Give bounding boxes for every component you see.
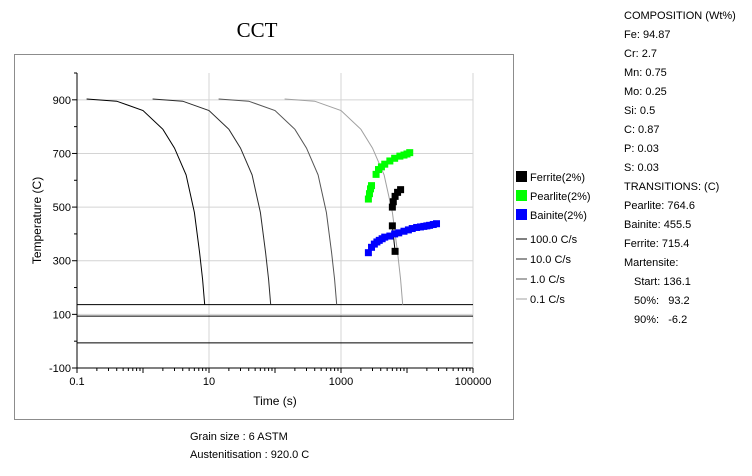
data-point xyxy=(386,232,394,240)
transition-item: Pearlite: 764.6 xyxy=(624,200,695,212)
y-tick-label: 100 xyxy=(53,309,71,321)
data-point xyxy=(396,152,404,160)
data-point xyxy=(364,195,372,203)
legend-swatch xyxy=(516,209,527,220)
data-point xyxy=(372,170,380,178)
x-axis-label: Time (s) xyxy=(253,394,297,408)
composition-heading: COMPOSITION (Wt%) xyxy=(624,10,736,22)
y-tick-label: 700 xyxy=(53,148,71,160)
data-point xyxy=(386,157,394,165)
data-point xyxy=(381,160,389,168)
data-point xyxy=(397,186,405,194)
data-point xyxy=(395,229,403,237)
cooling-curve xyxy=(152,98,272,305)
data-point xyxy=(426,221,434,229)
data-point xyxy=(406,149,414,157)
data-point xyxy=(408,225,416,233)
data-point xyxy=(389,198,397,206)
transitions-heading: TRANSITIONS: (C) xyxy=(624,181,720,193)
data-point xyxy=(368,182,376,190)
data-point xyxy=(413,223,421,231)
composition-item: C: 0.87 xyxy=(624,124,660,136)
composition-item: Si: 0.5 xyxy=(624,105,656,117)
data-point xyxy=(391,192,399,200)
legend-label: Bainite(2%) xyxy=(530,210,587,222)
legend-label: 10.0 C/s xyxy=(530,254,571,266)
composition-item: Cr: 2.7 xyxy=(624,48,658,60)
plot-area xyxy=(77,73,473,368)
data-point xyxy=(391,247,399,255)
martensite-50: 50%: 93.2 xyxy=(634,295,690,307)
legend-label: 1.0 C/s xyxy=(530,274,565,286)
data-point xyxy=(404,226,412,234)
grain-size-text: Grain size : 6 ASTM xyxy=(190,431,288,443)
transition-item: Bainite: 455.5 xyxy=(624,219,692,231)
composition-item: Mo: 0.25 xyxy=(624,86,667,98)
legend-swatch xyxy=(516,171,527,182)
data-point xyxy=(364,249,372,257)
x-tick-label: 0.1 xyxy=(69,376,84,388)
composition-item: Fe: 94.87 xyxy=(624,29,671,41)
legend-swatch xyxy=(516,190,527,201)
composition-item: S: 0.03 xyxy=(624,162,659,174)
y-axis-label: Temperature (C) xyxy=(30,177,44,264)
data-point xyxy=(400,227,408,235)
y-tick-label: 300 xyxy=(53,256,71,268)
cooling-curve xyxy=(218,98,338,305)
legend-label: 0.1 C/s xyxy=(530,294,565,306)
transition-item: Ferrite: 715.4 xyxy=(624,238,690,250)
data-point xyxy=(388,222,396,230)
chart-title: CCT xyxy=(236,18,278,42)
y-tick-label: 900 xyxy=(53,95,71,107)
austenitisation-text: Austenitisation : 920.0 C xyxy=(190,449,310,461)
composition-item: Mn: 0.75 xyxy=(624,67,667,79)
data-point xyxy=(391,154,399,162)
x-tick-label: 10 xyxy=(203,376,215,388)
transition-item: Martensite: xyxy=(624,257,679,269)
info-block: Grain size : 6 ASTM Austenitisation : 92… xyxy=(190,428,309,464)
data-point xyxy=(381,233,389,241)
composition-item: P: 0.03 xyxy=(624,143,659,155)
x-tick-label: 100000 xyxy=(455,376,492,388)
y-tick-label: 500 xyxy=(53,202,71,214)
y-tick-label: -100 xyxy=(49,363,71,375)
ferrite-line xyxy=(391,225,396,252)
data-point xyxy=(365,190,373,198)
data-point xyxy=(433,220,441,228)
martensite-90: 90%: -6.2 xyxy=(634,314,688,326)
martensite-start: Start: 136.1 xyxy=(634,276,691,288)
legend-label: Ferrite(2%) xyxy=(530,172,585,184)
data-point xyxy=(388,203,396,211)
data-point xyxy=(391,230,399,238)
composition-panel: COMPOSITION (Wt%) Fe: 94.87 Cr: 2.7 Mn: … xyxy=(624,7,736,330)
cooling-curve xyxy=(284,98,404,305)
x-tick-label: 1000 xyxy=(329,376,353,388)
legend-label: Pearlite(2%) xyxy=(530,191,591,203)
legend-label: 100.0 C/s xyxy=(530,234,578,246)
cooling-curve xyxy=(86,98,206,305)
